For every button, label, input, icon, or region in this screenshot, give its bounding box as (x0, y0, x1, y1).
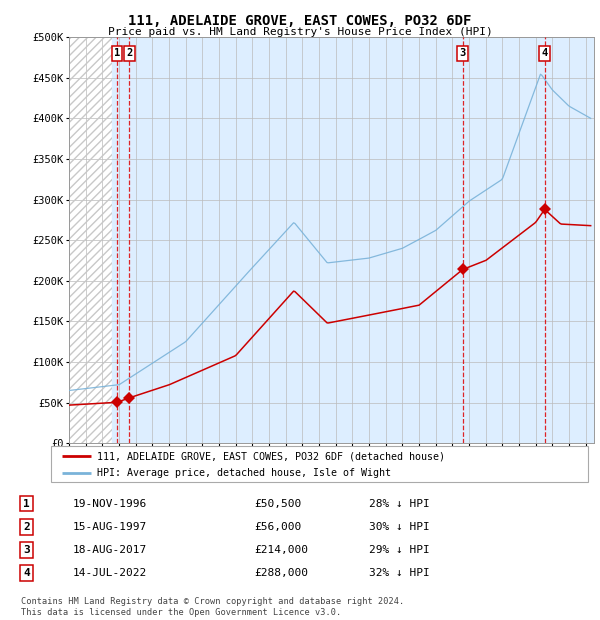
FancyBboxPatch shape (51, 446, 588, 482)
Text: £56,000: £56,000 (254, 522, 301, 532)
Text: £288,000: £288,000 (254, 568, 308, 578)
Text: 28% ↓ HPI: 28% ↓ HPI (369, 498, 430, 508)
Text: 15-AUG-1997: 15-AUG-1997 (73, 522, 147, 532)
Text: 3: 3 (23, 545, 30, 555)
Text: 1: 1 (23, 498, 30, 508)
Text: 2: 2 (23, 522, 30, 532)
Text: 18-AUG-2017: 18-AUG-2017 (73, 545, 147, 555)
Text: Contains HM Land Registry data © Crown copyright and database right 2024.
This d: Contains HM Land Registry data © Crown c… (21, 598, 404, 617)
Text: 4: 4 (23, 568, 30, 578)
Text: 1: 1 (114, 48, 120, 58)
Text: HPI: Average price, detached house, Isle of Wight: HPI: Average price, detached house, Isle… (97, 468, 391, 479)
Text: 4: 4 (542, 48, 548, 58)
Text: 3: 3 (460, 48, 466, 58)
Text: 14-JUL-2022: 14-JUL-2022 (73, 568, 147, 578)
Text: 2: 2 (126, 48, 133, 58)
Text: 32% ↓ HPI: 32% ↓ HPI (369, 568, 430, 578)
Text: 30% ↓ HPI: 30% ↓ HPI (369, 522, 430, 532)
Bar (69, 37, 112, 443)
Text: 29% ↓ HPI: 29% ↓ HPI (369, 545, 430, 555)
Bar (112, 37, 594, 443)
Text: £50,500: £50,500 (254, 498, 301, 508)
Text: 111, ADELAIDE GROVE, EAST COWES, PO32 6DF: 111, ADELAIDE GROVE, EAST COWES, PO32 6D… (128, 14, 472, 28)
Text: Price paid vs. HM Land Registry's House Price Index (HPI): Price paid vs. HM Land Registry's House … (107, 27, 493, 37)
Text: 19-NOV-1996: 19-NOV-1996 (73, 498, 147, 508)
Text: £214,000: £214,000 (254, 545, 308, 555)
Text: 111, ADELAIDE GROVE, EAST COWES, PO32 6DF (detached house): 111, ADELAIDE GROVE, EAST COWES, PO32 6D… (97, 451, 445, 461)
